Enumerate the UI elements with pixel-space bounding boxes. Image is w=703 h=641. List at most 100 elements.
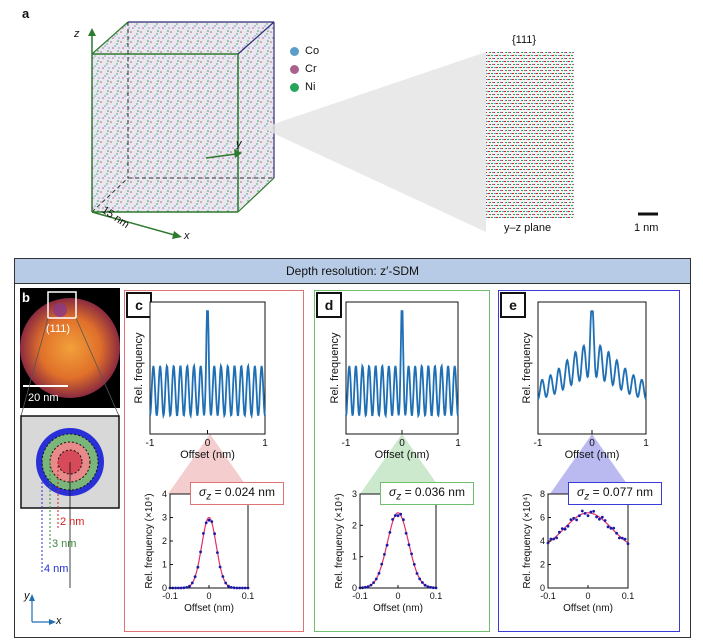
dot-d-26 [429,585,432,589]
dot-e-11 [578,514,581,518]
dot-e-25 [618,536,621,540]
cone-e [550,434,634,494]
xlabel-c: Offset (nm) [180,449,235,461]
plane-caption: y–z plane [504,222,552,234]
dot-d-7 [377,571,381,575]
inset-xtick-label-c-1: 0 [206,591,211,601]
dot-e-10 [575,518,578,522]
inset-xtick-label-c-2: 0.1 [242,591,255,601]
element-legend: Co Cr Ni [290,42,319,96]
dot-c-15 [210,520,214,523]
dot-e-28 [626,542,630,546]
dot-e-8 [569,518,573,521]
dot-c-8 [190,581,194,585]
inset-ytick-label-d-3: 3 [352,489,357,499]
xtick-label-e-1: 0 [589,438,595,449]
dot-c-19 [221,575,225,578]
dot-d-5 [372,581,375,584]
dot-e-3 [555,536,558,540]
dot-e-0 [546,541,550,545]
dot-e-24 [615,531,618,535]
xtick-label-d-0: -1 [342,438,351,449]
dot-e-17 [595,515,598,519]
dot-c-22 [229,586,233,589]
ring-label-2nm: 2 nm [60,516,85,528]
dot-e-14 [586,514,590,518]
dot-d-3 [366,585,370,588]
legend-cr: Cr [290,60,319,78]
dot-d-16 [402,518,405,522]
dot-c-24 [235,586,239,590]
curve-d [345,310,459,419]
dot-c-17 [216,551,219,554]
inset-ytick-label-e-2: 4 [540,536,545,546]
dot-c-9 [193,575,197,579]
xlabel-d: Offset (nm) [375,449,430,461]
curve-e [537,310,647,400]
dot-e-27 [623,537,627,541]
dot-e-12 [580,509,584,513]
dot-d-22 [418,577,422,581]
inset-ytick-label-c-0: 0 [162,583,167,593]
dot-d-25 [426,585,430,588]
dot-e-5 [560,527,564,530]
inset-area-d [359,493,437,589]
xtick-label-e-0: -1 [534,438,543,449]
xtick-label-e-2: 1 [643,438,649,449]
dot-c-26 [241,586,244,590]
legend-dot-cr-icon [290,64,299,74]
pole-label: (111) [46,323,71,335]
ylabel-d: Rel. frequency [329,332,341,403]
dot-c-18 [218,565,222,569]
inset-ytick-label-e-3: 6 [540,513,545,523]
atom-cube [92,22,274,212]
dot-c-16 [213,532,217,536]
panel-e-label: e [500,292,526,318]
dot-c-3 [177,586,180,590]
cone-c [168,434,252,494]
dot-d-6 [374,577,378,581]
dot-e-18 [598,517,601,521]
dot-e-7 [566,524,570,528]
inset-xtick-label-e-1: 0 [585,591,590,601]
inset-area-c [169,493,249,589]
dot-c-14 [207,518,211,522]
panel-b-axis-y: y [24,590,30,602]
ylabel-e: Rel. frequency [521,332,533,403]
dot-c-25 [238,586,242,590]
panel-d-frame [314,290,490,632]
inset-ylabel-d: Rel. frequency (×10⁴) [334,493,345,588]
axis-z-label: z [74,28,80,40]
axis-x-label: x [184,230,190,242]
xlabel-e: Offset (nm) [565,449,620,461]
inset-xlabel-e: Offset (nm) [563,603,613,614]
ylabel-c: Rel. frequency [133,332,145,403]
inset-ytick-label-d-0: 0 [352,583,357,593]
dot-c-7 [188,584,191,588]
panel-c-frame [124,290,304,632]
dot-d-12 [391,518,394,521]
dot-c-6 [185,586,189,589]
dot-c-13 [204,521,208,525]
xtick-label-d-1: 0 [399,438,405,449]
dot-d-8 [380,562,384,566]
dot-d-4 [369,583,373,587]
ring-label-4nm: 4 nm [44,563,69,575]
dot-d-27 [431,586,435,590]
inset-xtick-label-d-1: 0 [395,591,400,601]
dot-e-21 [606,525,610,529]
inset-area-e [547,493,629,589]
dot-c-5 [182,586,186,590]
cone-d [360,434,444,494]
detector-map [20,298,120,398]
dot-d-14 [396,514,400,518]
axis-y-label: y [236,138,242,150]
inset-ytick-label-d-2: 2 [352,520,357,530]
xtick-label-d-2: 1 [455,438,461,449]
inset-ytick-label-c-2: 2 [162,536,167,546]
dot-d-19 [410,552,413,556]
dot-e-6 [563,527,567,531]
dot-e-20 [603,519,607,522]
dot-e-1 [549,537,553,541]
